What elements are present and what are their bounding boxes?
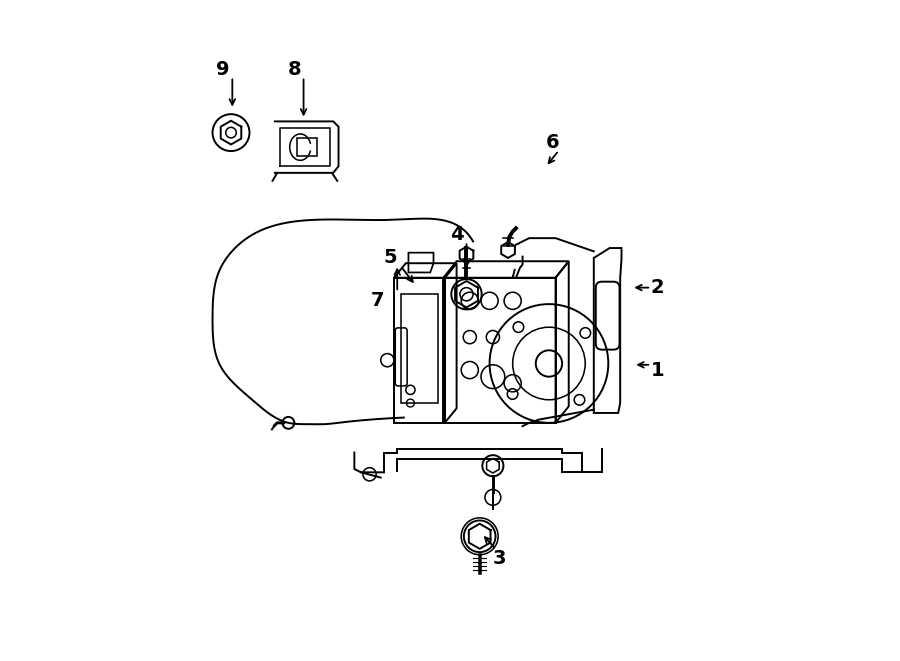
Text: 3: 3 — [492, 549, 506, 568]
Text: 5: 5 — [383, 249, 398, 268]
Text: 9: 9 — [216, 60, 230, 79]
Text: 8: 8 — [288, 60, 302, 79]
Text: 4: 4 — [450, 225, 464, 245]
Text: 7: 7 — [371, 292, 384, 310]
Text: 2: 2 — [651, 278, 664, 297]
Text: 1: 1 — [651, 361, 664, 379]
Text: 6: 6 — [545, 133, 559, 152]
